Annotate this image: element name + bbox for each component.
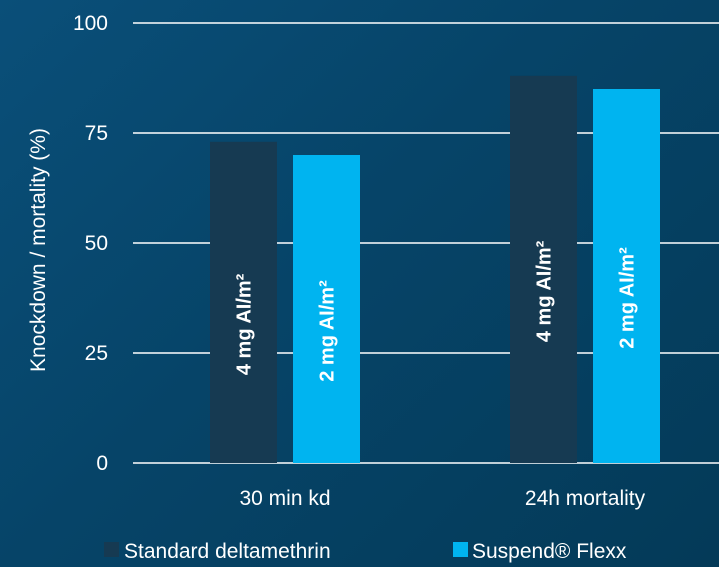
y-axis-label: Knockdown / mortality (%) [27, 128, 50, 372]
legend-label: Standard deltamethrin [124, 540, 331, 563]
y-tick-label: 25 [85, 342, 108, 365]
legend-swatch [104, 542, 119, 557]
bars [210, 75, 660, 464]
y-tick-label: 50 [85, 232, 108, 255]
y-axis-ticks: 0 25 50 75 100 [73, 12, 108, 475]
x-category-label: 30 min kd [239, 487, 330, 510]
legend-label: Suspend® Flexx [472, 540, 627, 563]
legend-swatch [453, 542, 468, 557]
bar [293, 155, 360, 463]
bar [510, 75, 577, 464]
bar [210, 141, 277, 464]
x-category-label: 24h mortality [525, 487, 646, 510]
bar-data-label: 4 mg AI/m² [534, 240, 556, 342]
y-tick-label: 75 [85, 122, 108, 145]
legend: Standard deltamethrin Suspend® Flexx [104, 540, 627, 563]
y-tick-label: 0 [96, 452, 108, 475]
x-axis-categories: 30 min kd 24h mortality [239, 487, 645, 510]
bar-data-label: 4 mg AI/m² [234, 273, 256, 375]
bar-data-label: 2 mg AI/m² [317, 280, 339, 382]
bar [593, 89, 660, 463]
bar-labels: 4 mg AI/m² 2 mg AI/m² 4 mg AI/m² 2 mg AI/m² [234, 240, 639, 381]
y-tick-label: 100 [73, 12, 108, 35]
bar-data-label: 2 mg AI/m² [617, 247, 639, 349]
